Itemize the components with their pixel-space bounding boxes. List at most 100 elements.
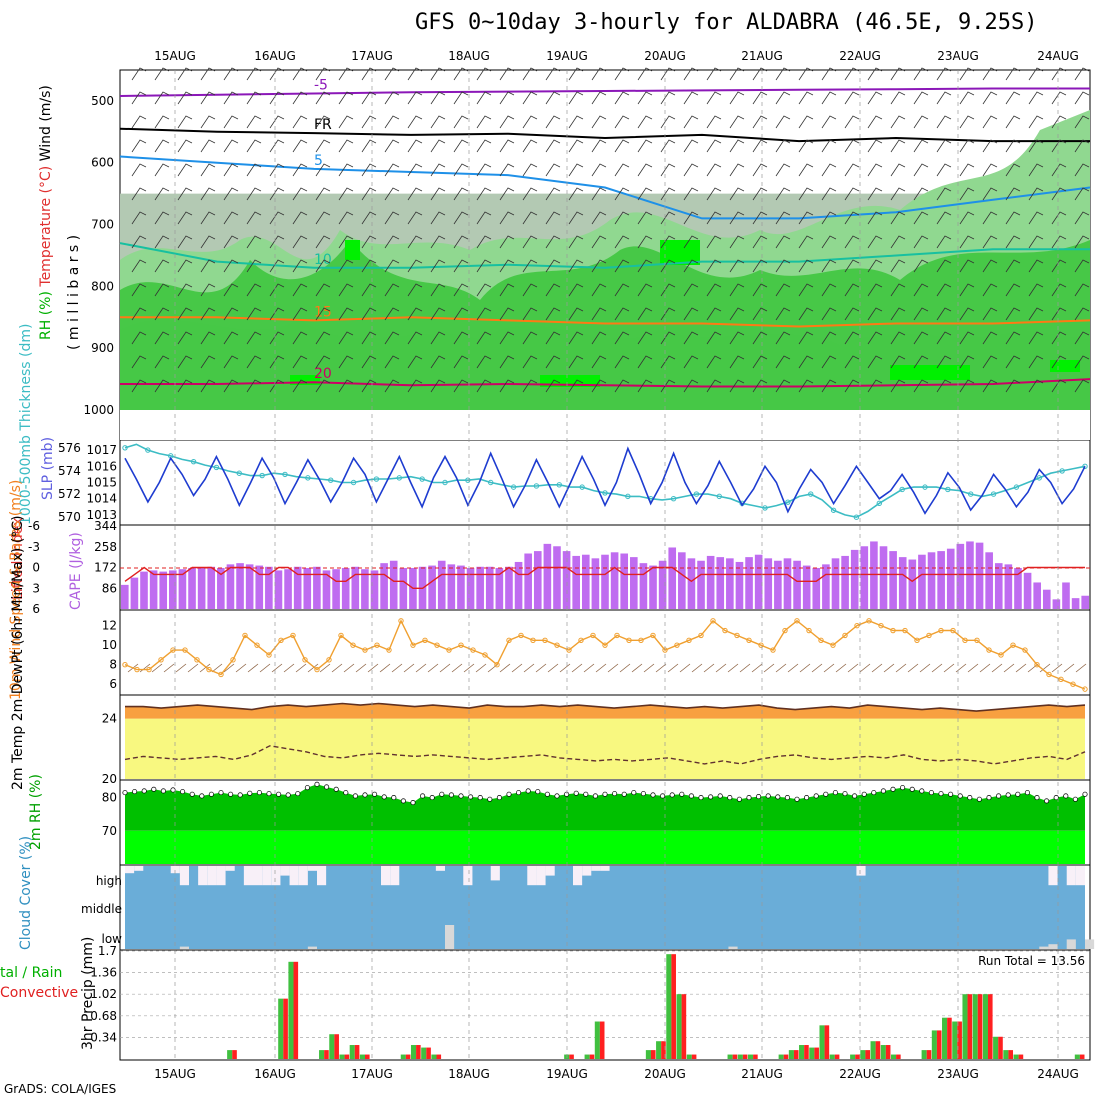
cloud-low-bar	[1048, 944, 1058, 949]
wind-barb	[821, 187, 837, 201]
ua-ylabel2: ( m i l l i b a r s )	[66, 235, 82, 350]
wind-barb	[1074, 115, 1090, 129]
wind-barb	[384, 355, 400, 369]
wind-barb	[614, 307, 630, 321]
wind10m-barb	[439, 663, 451, 673]
wind-barb	[545, 331, 561, 345]
wind-barb	[131, 283, 147, 297]
wind10m-point	[626, 637, 632, 643]
wind-barb	[1028, 331, 1044, 345]
rh2m-point	[189, 791, 195, 797]
precip-bar-convective	[875, 1041, 881, 1059]
wind-barb	[223, 331, 239, 345]
wind-barb	[499, 235, 515, 249]
wind-barb	[982, 139, 998, 153]
precip-bar-total	[829, 1054, 835, 1059]
precip-bar-convective	[1018, 1054, 1024, 1059]
wind-barb	[177, 91, 193, 105]
wind10m-point	[1070, 681, 1076, 687]
wind-barb	[1051, 259, 1067, 273]
rh2m-point	[516, 790, 522, 796]
wind-barb	[867, 211, 883, 225]
wind10m-barb	[607, 663, 619, 673]
wind-barb	[338, 379, 354, 393]
wind-barb	[867, 235, 883, 249]
date-label-bottom: 23AUG	[937, 1067, 979, 1081]
rh2m-point	[736, 796, 742, 802]
li-line	[124, 566, 1085, 589]
wind10m-point	[122, 662, 128, 668]
rh2m-low-fill	[125, 830, 1085, 864]
precip-bar-total	[982, 994, 988, 1059]
wind-barb	[706, 211, 722, 225]
precip-bar-convective	[650, 1050, 656, 1059]
thickness-point	[968, 491, 974, 497]
cape-bar	[601, 554, 609, 609]
precip-bar-total	[921, 1050, 927, 1059]
rh2m-point	[295, 791, 301, 797]
wind-barb	[131, 259, 147, 273]
contour-label: 10	[314, 252, 332, 268]
wind-barb	[706, 283, 722, 297]
precip-bar-convective	[1079, 1054, 1085, 1059]
wind-barb	[131, 187, 147, 201]
wind-barb	[384, 139, 400, 153]
cape-bar	[572, 555, 580, 609]
wind-barb	[1005, 91, 1021, 105]
wind-barb	[407, 331, 423, 345]
thickness-tick-label: 572	[58, 487, 81, 501]
wind-barb	[844, 331, 860, 345]
wind10m-point	[134, 666, 140, 673]
precip-legend-convective: Convective	[0, 985, 78, 1001]
thickness-point	[350, 479, 357, 486]
contour-3	[119, 242, 1090, 269]
wind-barb	[1028, 211, 1044, 225]
wind-barb	[752, 67, 768, 81]
wind-barb	[499, 163, 515, 177]
cloud-low-bar	[179, 946, 189, 949]
wind10m-point	[302, 657, 308, 663]
cape-bar	[197, 567, 206, 609]
thickness-point	[282, 471, 288, 478]
wind10m-barb	[175, 663, 187, 673]
wind-barb	[1005, 283, 1021, 297]
wind-barb	[913, 379, 929, 393]
wind-barb	[936, 163, 952, 177]
thickness-point	[556, 482, 562, 488]
wind-barb	[292, 67, 308, 81]
wind-barb	[890, 187, 906, 201]
cape-bar	[975, 542, 984, 609]
wind-barb	[798, 187, 814, 201]
rh2m-point	[496, 795, 502, 801]
rh2m-point	[938, 791, 944, 797]
wind-barb	[821, 211, 837, 225]
wind-barb	[706, 67, 722, 81]
wind-barb	[430, 139, 446, 153]
wind-barb	[844, 91, 860, 105]
wind-barb	[614, 67, 630, 81]
date-label-bottom: 22AUG	[839, 1067, 881, 1081]
contour-1	[119, 127, 1090, 143]
wind-barb	[683, 235, 699, 249]
cape-bar	[639, 563, 648, 609]
wind-barb	[338, 115, 354, 129]
cloud-bg	[125, 866, 1085, 949]
wind-barb	[1074, 283, 1090, 297]
cape-bar	[697, 560, 705, 609]
wind-barb	[177, 67, 193, 81]
cloud-high-bar	[527, 866, 537, 886]
wind-barb	[1028, 67, 1044, 81]
precip-bar-total	[227, 1050, 233, 1059]
rh2m-point	[247, 790, 253, 796]
wind-barb	[1051, 115, 1067, 129]
wind-barb	[476, 307, 492, 321]
rh2m-tick-label: 70	[102, 824, 117, 838]
wind-barb	[430, 115, 446, 129]
rh2m-point	[688, 793, 694, 799]
rh2m-point	[986, 795, 992, 801]
precip-bar-convective	[344, 1054, 350, 1059]
wind-barb	[867, 187, 883, 201]
wind-barb	[706, 91, 722, 105]
precip-bar-total	[1003, 1050, 1009, 1059]
wind-barb	[867, 139, 883, 153]
